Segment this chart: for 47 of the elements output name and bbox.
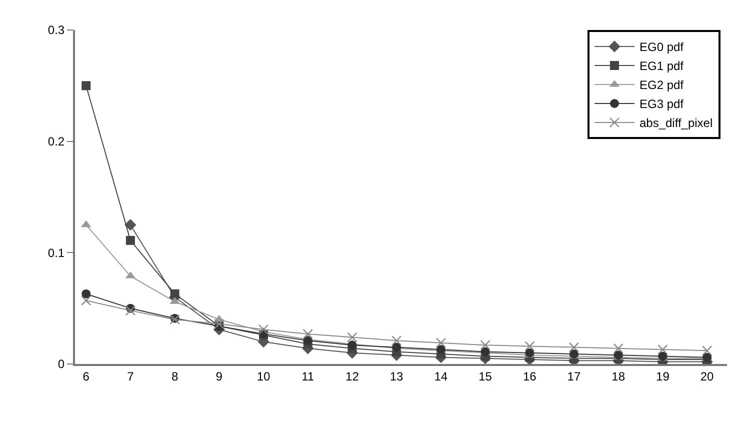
point xyxy=(126,236,135,245)
x-tick-label: 6 xyxy=(82,369,90,384)
point xyxy=(214,318,224,330)
x-tick-label: 15 xyxy=(478,369,492,384)
x-tick-label: 17 xyxy=(567,369,581,384)
legend-label: EG3 pdf xyxy=(639,97,684,112)
x-tick-label: 14 xyxy=(434,369,448,384)
point xyxy=(303,336,312,346)
x-tick-label: 19 xyxy=(656,369,670,384)
point xyxy=(124,218,136,231)
legend-label: EG2 pdf xyxy=(639,78,684,92)
x-tick-label: 9 xyxy=(216,369,223,384)
point xyxy=(569,349,578,358)
point xyxy=(80,295,92,306)
point xyxy=(302,328,313,340)
x-tick-label: 8 xyxy=(171,369,178,384)
point xyxy=(613,343,624,354)
x-tick-label: 11 xyxy=(302,369,314,384)
point xyxy=(391,336,402,346)
point xyxy=(658,344,668,355)
point xyxy=(82,81,91,90)
point xyxy=(702,346,712,356)
point xyxy=(258,324,269,335)
point xyxy=(480,340,490,350)
x-tick-label: 10 xyxy=(256,369,270,384)
y-tick-label: 0.3 xyxy=(48,23,65,38)
x-tick-label: 20 xyxy=(700,369,714,384)
point xyxy=(125,305,136,316)
x-tick-label: 13 xyxy=(390,369,404,384)
y-tick-label: 0 xyxy=(58,357,65,372)
x-tick-label: 7 xyxy=(127,369,134,384)
point xyxy=(347,332,358,342)
y-tick-label: 0.1 xyxy=(48,246,65,260)
legend-label: EG1 pdf xyxy=(639,59,684,74)
point xyxy=(436,338,446,348)
x-tick-label: 12 xyxy=(346,369,360,384)
x-tick-label: 16 xyxy=(522,369,537,384)
x-tick-label: 18 xyxy=(612,369,626,384)
point xyxy=(348,340,357,350)
point xyxy=(82,289,91,298)
point xyxy=(170,289,180,298)
legend-label: EG0 pdf xyxy=(639,40,684,54)
legend-label: abs_diff_pixel xyxy=(639,116,713,130)
point xyxy=(525,348,534,358)
point xyxy=(568,342,580,352)
y-tick-label: 0.2 xyxy=(48,134,65,149)
point xyxy=(524,341,535,352)
